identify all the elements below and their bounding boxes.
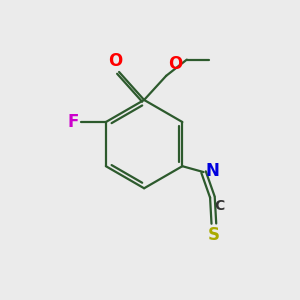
Text: F: F: [68, 113, 79, 131]
Text: C: C: [214, 199, 225, 213]
Text: O: O: [168, 56, 182, 74]
Text: N: N: [205, 162, 219, 180]
Text: S: S: [208, 226, 220, 244]
Text: O: O: [108, 52, 123, 70]
